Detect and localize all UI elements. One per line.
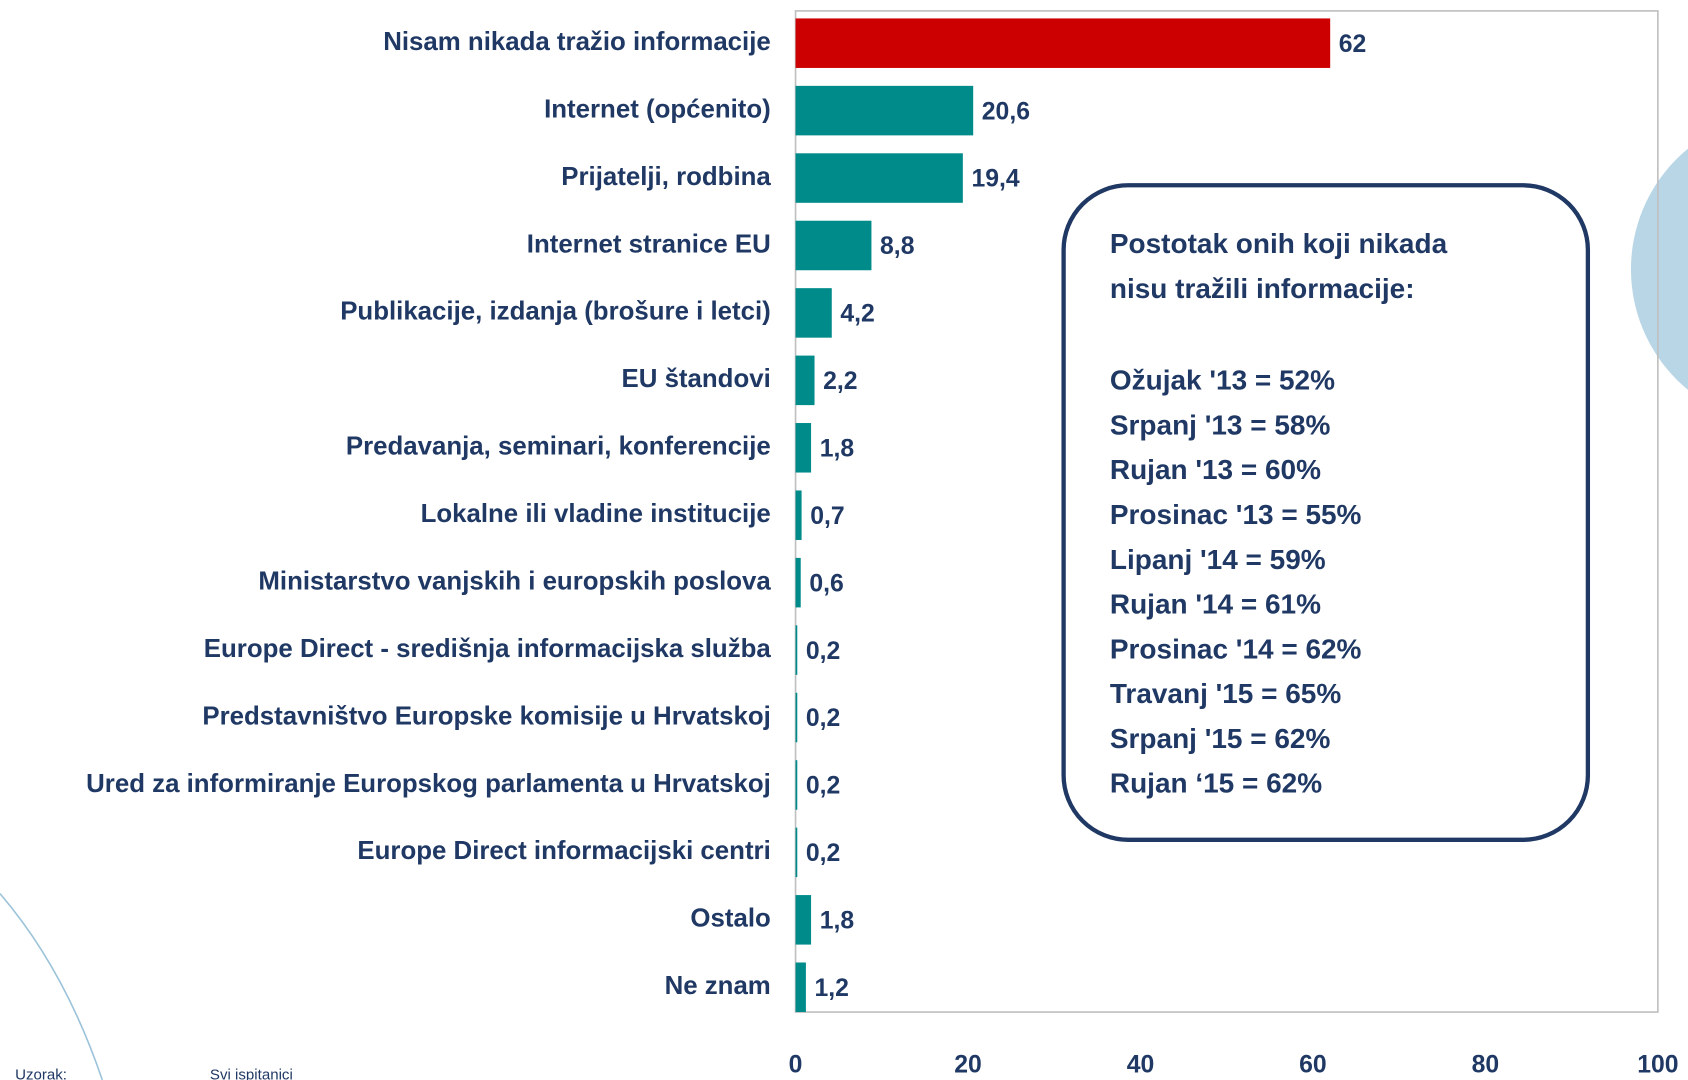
value-label: 1,8 bbox=[820, 435, 854, 462]
bar bbox=[795, 288, 832, 338]
category-label: EU štandovi bbox=[622, 365, 771, 393]
x-tick-label: 60 bbox=[1299, 1051, 1327, 1078]
annotation-box bbox=[1061, 183, 1591, 842]
decor-arc bbox=[0, 893, 104, 1080]
x-tick-label: 100 bbox=[1637, 1051, 1678, 1078]
value-label: 19,4 bbox=[971, 166, 1019, 193]
x-tick-label: 0 bbox=[789, 1051, 803, 1078]
value-label: 0,7 bbox=[810, 503, 844, 530]
value-label: 0,2 bbox=[806, 773, 840, 800]
bar bbox=[795, 220, 872, 271]
annotation-line: Rujan '13 = 60% bbox=[1110, 454, 1321, 485]
category-label: Ostalo bbox=[690, 905, 770, 933]
bar bbox=[795, 827, 798, 878]
annotation-line: Prosinac '14 = 62% bbox=[1110, 633, 1362, 664]
annotation-line: Srpanj '13 = 58% bbox=[1110, 409, 1331, 440]
category-label: Ministarstvo vanjskih i europskih poslov… bbox=[258, 567, 771, 595]
bar bbox=[795, 18, 1331, 68]
footer-value: Svi ispitanici bbox=[210, 1067, 293, 1080]
bar bbox=[795, 962, 806, 1013]
bar bbox=[795, 895, 812, 945]
annotation-line: Travanj '15 = 65% bbox=[1110, 678, 1341, 709]
bar bbox=[795, 355, 815, 406]
bar bbox=[795, 692, 798, 743]
annotation-line: Rujan '14 = 61% bbox=[1110, 589, 1321, 620]
x-tick-label: 40 bbox=[1127, 1051, 1155, 1078]
value-label: 20,6 bbox=[982, 98, 1030, 125]
category-label: Internet stranice EU bbox=[527, 230, 771, 258]
bar bbox=[795, 85, 974, 136]
category-label: Predstavništvo Europske komisije u Hrvat… bbox=[202, 702, 770, 730]
footer-label: Uzorak: bbox=[15, 1067, 67, 1080]
bar bbox=[795, 490, 802, 540]
value-label: 8,8 bbox=[880, 233, 914, 260]
value-label: 1,8 bbox=[820, 908, 854, 935]
annotation-line: Prosinac '13 = 55% bbox=[1110, 499, 1362, 530]
value-label: 0,6 bbox=[809, 570, 843, 597]
bar bbox=[795, 423, 812, 473]
category-label: Publikacije, izdanja (brošure i letci) bbox=[340, 298, 771, 326]
annotation-title: nisu tražili informacije: bbox=[1110, 273, 1415, 304]
category-label: Predavanja, seminari, konferencije bbox=[346, 433, 771, 461]
value-label: 62 bbox=[1339, 31, 1367, 58]
annotation-title: Postotak onih koji nikada bbox=[1110, 228, 1448, 259]
value-label: 4,2 bbox=[840, 301, 874, 328]
category-label: Europe Direct - središnja informacijska … bbox=[204, 635, 772, 663]
category-label: Lokalne ili vladine institucije bbox=[421, 500, 771, 528]
category-label: Ne znam bbox=[665, 972, 771, 1000]
x-tick-label: 20 bbox=[954, 1051, 982, 1078]
x-tick-label: 80 bbox=[1472, 1051, 1500, 1078]
category-label: Europe Direct informacijski centri bbox=[357, 837, 770, 865]
value-label: 0,2 bbox=[806, 638, 840, 665]
annotation-line: Rujan ‘15 = 62% bbox=[1110, 768, 1322, 799]
decor-circle bbox=[1630, 148, 1688, 390]
value-label: 2,2 bbox=[823, 368, 857, 395]
bar bbox=[795, 153, 963, 203]
category-label: Nisam nikada tražio informacije bbox=[383, 28, 771, 56]
value-label: 0,2 bbox=[806, 705, 840, 732]
value-label: 0,2 bbox=[806, 840, 840, 867]
bar bbox=[795, 557, 801, 608]
annotation-line: Srpanj '15 = 62% bbox=[1110, 723, 1331, 754]
category-label: Internet (općenito) bbox=[544, 95, 771, 123]
value-label: 1,2 bbox=[815, 975, 849, 1002]
bar bbox=[795, 760, 798, 810]
category-label: Prijatelji, rodbina bbox=[561, 163, 771, 191]
annotation-line: Ožujak '13 = 52% bbox=[1110, 365, 1335, 396]
category-label: Ured za informiranje Europskog parlament… bbox=[86, 770, 771, 798]
annotation-line: Lipanj '14 = 59% bbox=[1110, 544, 1326, 575]
bar bbox=[795, 625, 798, 675]
